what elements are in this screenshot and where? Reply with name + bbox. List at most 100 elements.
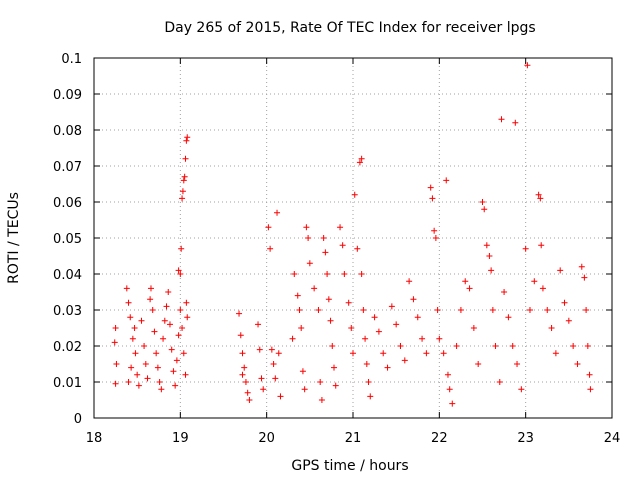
x-tick-label: 21	[345, 431, 362, 446]
x-tick-label: 19	[172, 431, 189, 446]
data-point	[128, 364, 135, 371]
data-point	[444, 371, 451, 378]
data-point	[274, 209, 281, 216]
data-point	[112, 380, 119, 387]
data-point	[371, 314, 378, 321]
data-point	[272, 375, 279, 382]
data-point	[142, 361, 149, 367]
data-point	[181, 173, 188, 180]
y-tick-label: 0.07	[53, 160, 82, 175]
data-point	[483, 242, 490, 249]
data-point	[275, 350, 282, 357]
y-tick-label: 0.03	[53, 304, 82, 319]
data-point	[178, 245, 185, 252]
data-point	[258, 375, 265, 382]
data-point	[270, 361, 277, 367]
x-axis-label: GPS time / hours	[291, 458, 408, 474]
data-point	[522, 245, 529, 252]
data-point	[317, 379, 324, 385]
data-point	[268, 346, 275, 353]
data-point	[184, 314, 191, 321]
data-point	[362, 335, 369, 342]
y-tick-label: 0.02	[53, 340, 82, 355]
data-point	[168, 346, 175, 353]
data-point	[131, 325, 138, 331]
data-point	[277, 393, 284, 400]
data-point	[360, 307, 367, 313]
x-tick-label: 24	[604, 431, 621, 446]
data-point	[375, 328, 382, 335]
data-point	[138, 317, 145, 324]
data-point	[470, 325, 477, 331]
data-point	[498, 116, 505, 123]
data-point	[151, 328, 158, 335]
data-point	[548, 325, 555, 331]
data-point	[322, 249, 329, 256]
data-point	[514, 361, 521, 367]
data-point	[239, 371, 246, 378]
data-point	[496, 379, 503, 385]
data-point	[123, 285, 130, 292]
data-point	[158, 386, 165, 393]
data-point	[443, 177, 450, 184]
data-point	[156, 379, 163, 385]
data-point	[296, 307, 303, 313]
data-point	[565, 317, 572, 324]
data-point	[311, 285, 318, 292]
y-axis-label: ROTI / TECUs	[6, 192, 22, 284]
data-point	[172, 382, 179, 389]
y-tick-label: 0.09	[53, 88, 82, 103]
data-point	[488, 267, 495, 274]
data-point	[363, 361, 370, 367]
chart-title: Day 265 of 2015, Rate Of TEC Index for r…	[164, 20, 535, 36]
data-point	[367, 393, 374, 400]
data-point	[306, 260, 313, 267]
data-point	[125, 379, 132, 385]
data-point	[265, 224, 272, 231]
data-point	[324, 271, 331, 277]
data-point	[584, 343, 591, 349]
data-point	[256, 346, 263, 353]
data-point	[384, 364, 391, 371]
data-point	[440, 350, 447, 357]
data-point	[578, 263, 585, 270]
data-point	[267, 245, 274, 252]
data-point	[388, 303, 395, 310]
data-point	[406, 278, 413, 285]
data-point	[358, 271, 365, 277]
data-point	[299, 368, 306, 375]
data-point	[587, 386, 594, 393]
data-point	[539, 285, 546, 292]
data-point	[393, 321, 400, 328]
data-point	[175, 332, 182, 339]
data-point	[380, 350, 387, 357]
data-point	[331, 364, 338, 371]
data-point	[512, 119, 519, 126]
data-point	[436, 335, 443, 342]
data-point	[260, 386, 267, 393]
data-point	[397, 343, 404, 349]
data-point	[419, 335, 426, 342]
data-point	[239, 350, 246, 357]
data-point	[535, 191, 542, 198]
data-point	[165, 289, 172, 295]
data-point	[341, 271, 348, 277]
data-point	[315, 307, 322, 313]
data-point	[147, 296, 154, 303]
data-point	[356, 159, 363, 166]
data-point	[449, 400, 456, 407]
data-point	[318, 397, 325, 403]
data-point	[561, 299, 568, 306]
data-point	[153, 350, 160, 357]
data-point	[180, 350, 187, 357]
data-point	[446, 386, 453, 393]
data-point	[179, 325, 186, 331]
data-point	[173, 357, 180, 364]
data-point	[332, 382, 339, 389]
data-point	[236, 310, 243, 317]
data-point	[337, 224, 344, 231]
data-point	[129, 335, 136, 342]
data-point	[149, 307, 156, 313]
data-point	[182, 371, 189, 378]
